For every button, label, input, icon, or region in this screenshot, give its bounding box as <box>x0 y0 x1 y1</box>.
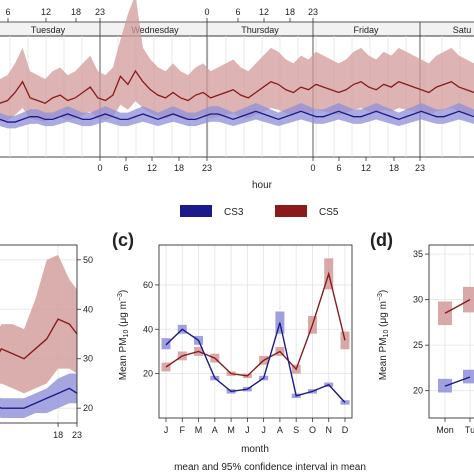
panel-c-xtick-label: O <box>309 425 316 435</box>
day-strip <box>0 21 474 37</box>
panel-c-frame <box>158 244 353 419</box>
panel-d-ytick-label: 20 <box>413 386 423 396</box>
day-label: Wednesday <box>131 25 179 35</box>
bottom-tick-label: 12 <box>361 163 371 173</box>
panel-d-ylabel: Mean PM10 (μg m−3) <box>377 290 390 380</box>
top-xlabel: hour <box>252 180 273 191</box>
top-ci-band-cs5 <box>0 0 474 123</box>
figure-caption: mean and 95% confidence interval in mean <box>174 462 366 473</box>
panel-d-ci-box-cs3 <box>463 369 474 384</box>
panel-d-xtick-label: Tu <box>465 425 474 435</box>
panel-b-ytick-label: 20 <box>83 403 93 413</box>
panel-c-xtick-label: J <box>164 425 169 435</box>
legend-label-cs3: CS3 <box>224 207 244 218</box>
panel-d: (d) 20 25 30 35 Mon Tu Mean PM10 (μg m−3) <box>370 230 474 435</box>
panel-c-xlabel: month <box>241 444 269 455</box>
panel-d-frame <box>428 244 474 419</box>
panel-d-line-cs5 <box>444 299 471 314</box>
panel-c-xtick-label: A <box>277 425 283 435</box>
panel-c-xtick-label: A <box>212 425 218 435</box>
panel-c-line-cs3 <box>165 322 346 403</box>
legend-swatch-cs3 <box>180 205 212 217</box>
panel-c-xtick-label: J <box>261 425 266 435</box>
panel-c-xtick-label: J <box>245 425 250 435</box>
top-tick-label: 0 <box>204 7 209 17</box>
top-ci-band-cs3 <box>0 103 474 129</box>
panel-b-ci-band-cs3 <box>0 373 77 419</box>
top-tick-label: 12 <box>259 7 269 17</box>
bottom-tick-label: 18 <box>174 163 184 173</box>
panel-b-line-cs5 <box>0 318 78 360</box>
legend: CS3 CS5 <box>180 205 339 218</box>
panel-c-xtick-label: M <box>227 425 235 435</box>
panel-b-xtick-label: 18 <box>53 430 63 440</box>
day-label: Satu <box>453 25 472 35</box>
panel-c-ytick-label: 40 <box>143 324 153 334</box>
legend-label-cs5: CS5 <box>319 207 339 218</box>
top-tick-label: 23 <box>308 7 318 17</box>
day-label: Thursday <box>241 25 279 35</box>
top-tick-label: 6 <box>5 7 10 17</box>
bottom-tick-label: 6 <box>123 163 128 173</box>
panel-d-ytick-label: 35 <box>413 249 423 259</box>
legend-swatch-cs5 <box>275 205 307 217</box>
day-label: Friday <box>353 25 379 35</box>
top-panel: Tuesday Wednesday Thursday Friday Satu 6 12 18… <box>0 0 474 191</box>
top-tick-label: 23 <box>95 7 105 17</box>
panel-c-ytick-label: 60 <box>143 280 153 290</box>
panel-c-label: (c) <box>112 230 134 250</box>
top-line-cs5 <box>0 69 474 104</box>
panel-c-xtick-label: M <box>195 425 203 435</box>
panel-d-xtick-label: Mon <box>436 425 454 435</box>
panel-c-ci-box-cs3 <box>161 338 171 350</box>
panel-c-xtick-label: D <box>342 425 349 435</box>
panel-b-ci-band-cs5 <box>0 254 77 394</box>
panel-c-xtick-label: F <box>180 425 186 435</box>
panel-d-ytick-label: 30 <box>413 295 423 305</box>
day-label: Tuesday <box>31 25 66 35</box>
panel-b-ytick-label: 30 <box>83 354 93 364</box>
panel-b-frame <box>0 244 78 424</box>
panel-c-line-cs5 <box>165 271 346 377</box>
panel-c-ylabel: Mean PM10 (μg m−3) <box>117 290 130 380</box>
panel-b-ytick-label: 40 <box>83 304 93 314</box>
bottom-tick-label: 18 <box>389 163 399 173</box>
panel-d-ci-box-cs5 <box>463 286 474 313</box>
top-tick-label: 18 <box>71 7 81 17</box>
top-tick-label: 18 <box>285 7 295 17</box>
bottom-tick-label: 6 <box>336 163 341 173</box>
bottom-tick-label: 23 <box>202 163 212 173</box>
panel-c-xtick-label: N <box>325 425 332 435</box>
bottom-tick-label: 0 <box>97 163 102 173</box>
panel-d-ci-box-cs5 <box>438 301 452 326</box>
panel-d-label: (d) <box>370 230 393 250</box>
top-tick-label: 12 <box>41 7 51 17</box>
panel-b-ytick-label: 50 <box>83 255 93 265</box>
panel-b-xtick-label: 23 <box>72 430 82 440</box>
panel-c-xtick-label: S <box>293 425 299 435</box>
panel-c-ytick-label: 20 <box>143 369 153 379</box>
bottom-tick-label: 0 <box>310 163 315 173</box>
bottom-tick-label: 12 <box>147 163 157 173</box>
panel-b-line-cs3 <box>0 387 78 409</box>
panel-b: 50 40 30 20 18 23 <box>0 244 93 440</box>
top-line-cs3 <box>0 110 474 123</box>
panel-d-line-cs3 <box>444 376 471 387</box>
top-tick-label: 6 <box>235 7 240 17</box>
bottom-tick-label: 23 <box>415 163 425 173</box>
panel-d-ytick-label: 25 <box>413 340 423 350</box>
top-panel-frame <box>0 35 474 158</box>
